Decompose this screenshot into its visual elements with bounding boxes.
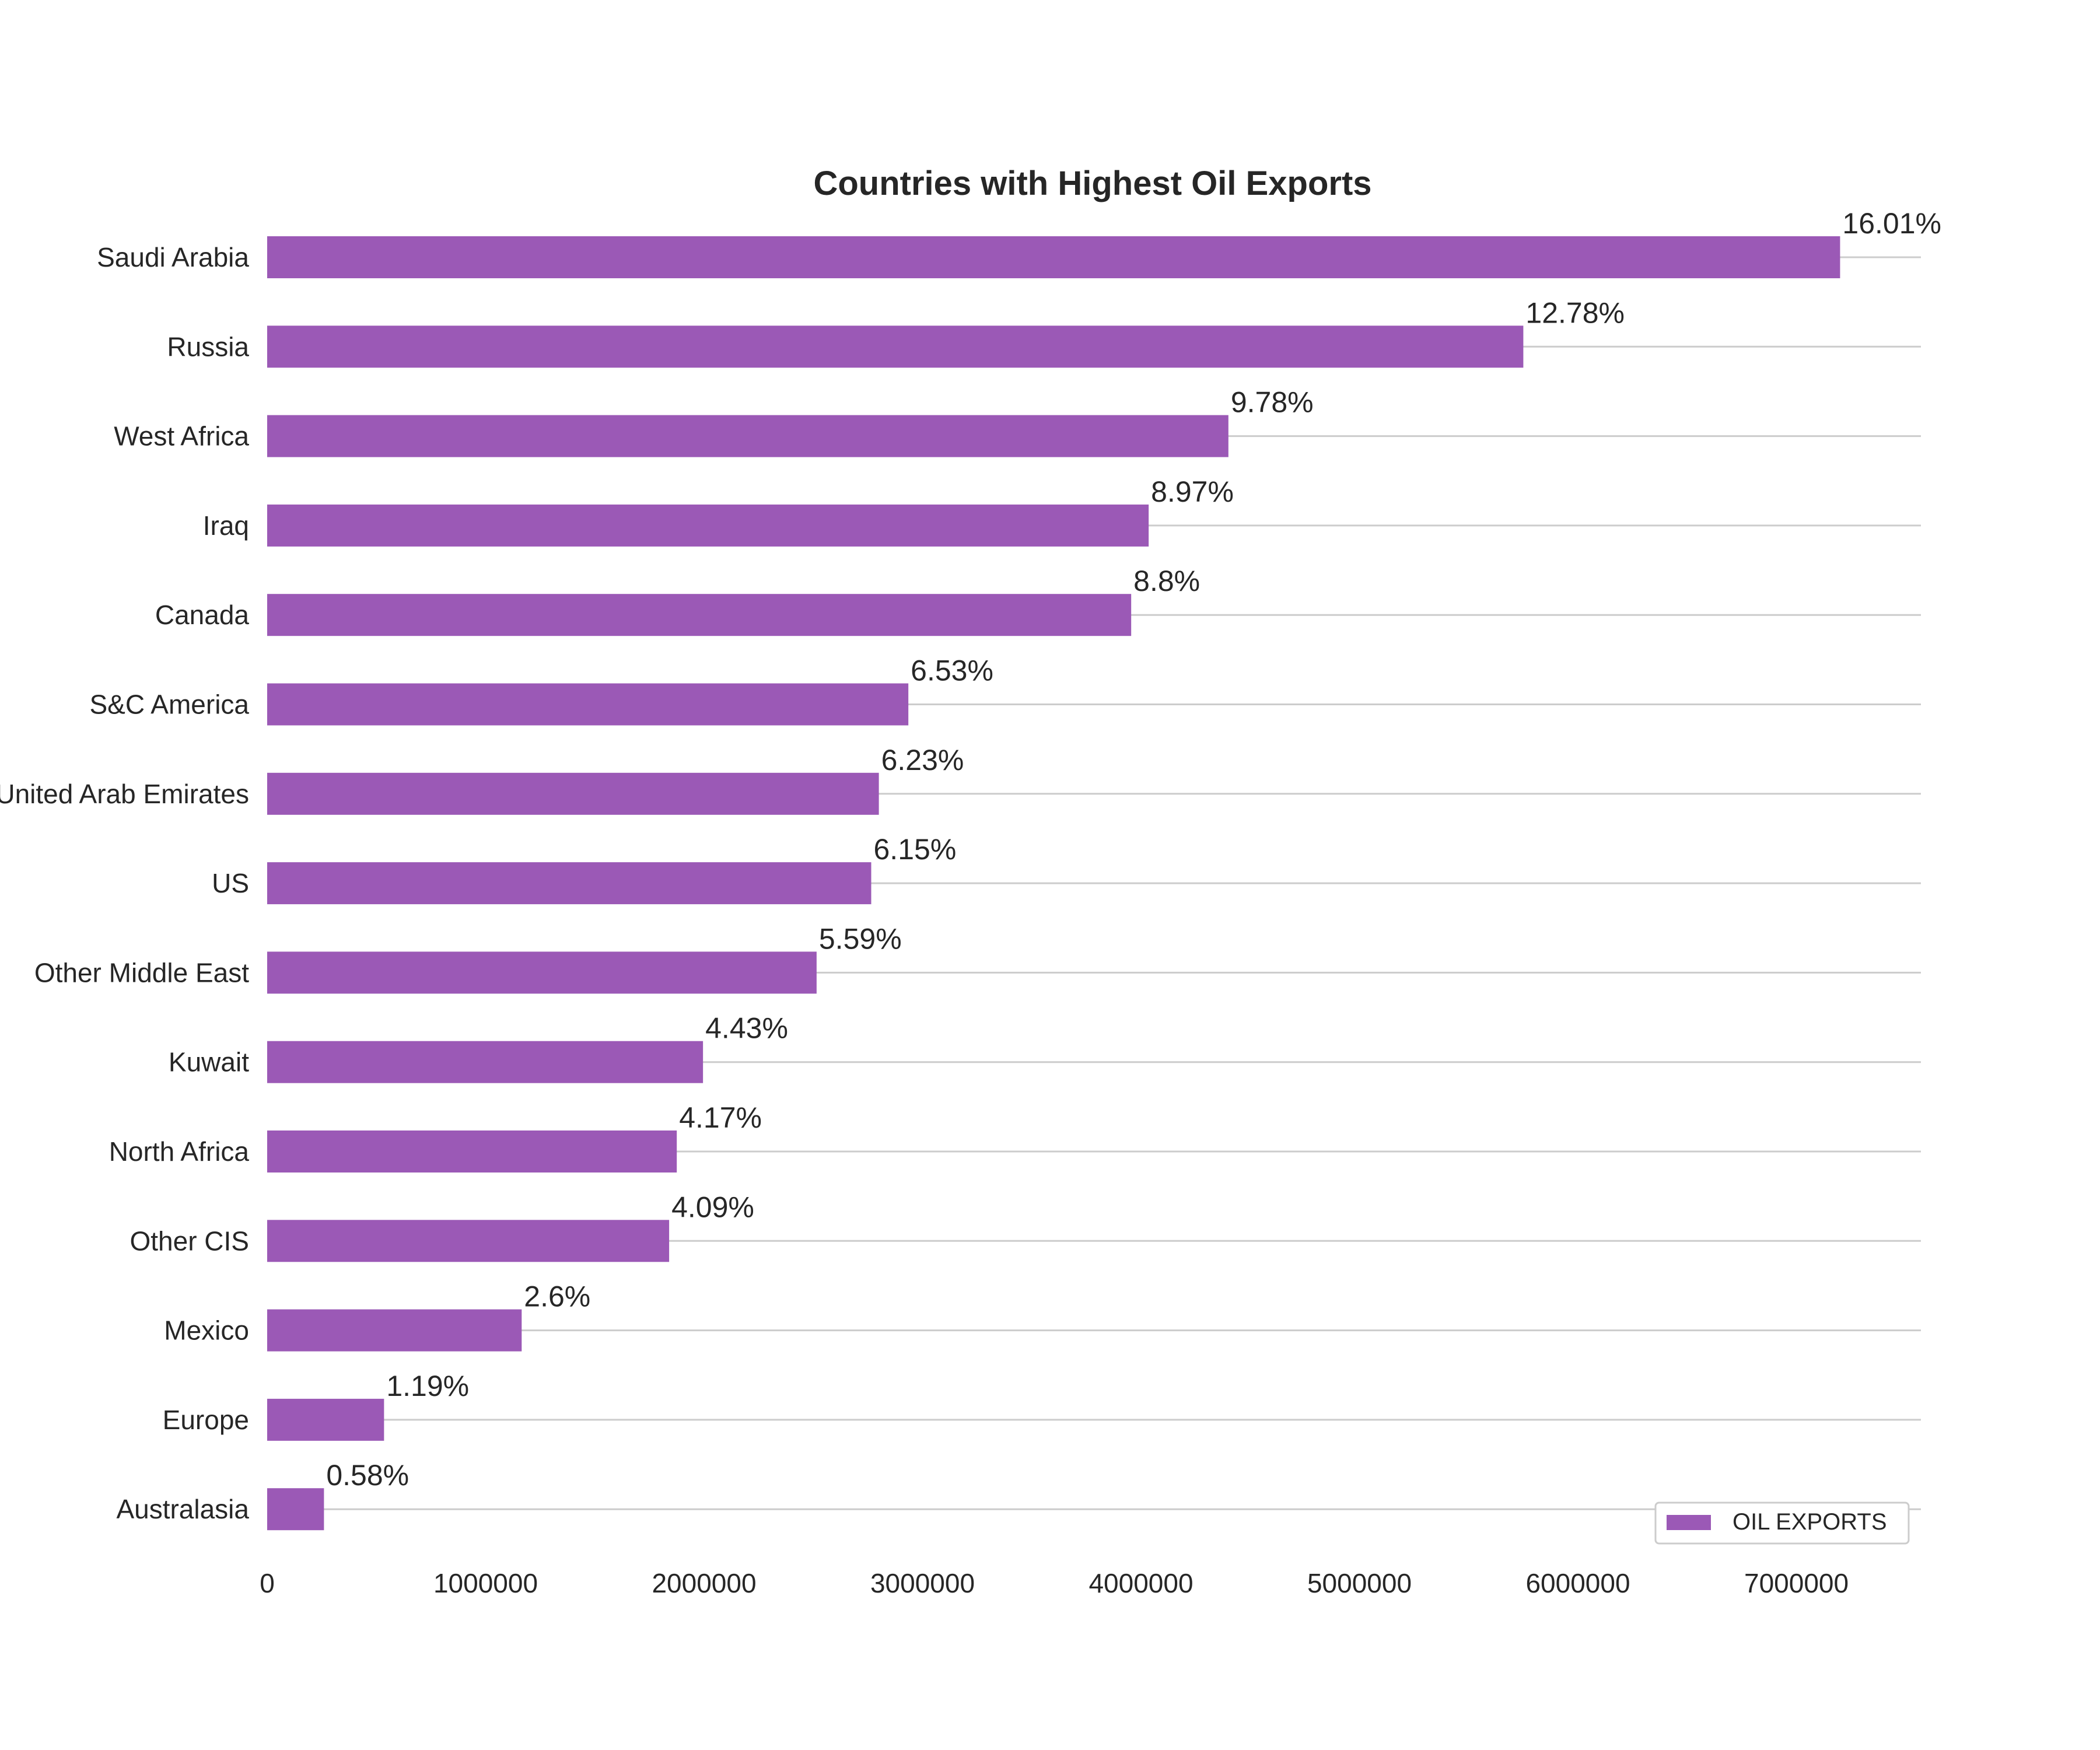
- data-label: 8.97%: [1151, 475, 1234, 508]
- bar: [267, 683, 909, 726]
- category-label: Russia: [167, 331, 249, 362]
- x-tick-label: 5000000: [1307, 1568, 1412, 1598]
- data-label: 4.43%: [705, 1012, 788, 1045]
- legend-box: [1654, 1502, 1910, 1545]
- category-label: Kuwait: [169, 1047, 249, 1077]
- bar: [267, 326, 1524, 368]
- category-label: United Arab Emirates: [0, 779, 249, 809]
- data-label: 5.59%: [819, 922, 902, 955]
- x-tick-label: 4000000: [1088, 1568, 1193, 1598]
- legend-label: OIL EXPORTS: [1732, 1509, 1887, 1535]
- category-label: North Africa: [109, 1136, 250, 1167]
- bar: [267, 862, 872, 905]
- data-label: 0.58%: [326, 1459, 409, 1492]
- x-tick-label: 0: [260, 1568, 275, 1598]
- bar: [267, 1220, 670, 1262]
- category-label: Iraq: [203, 510, 249, 541]
- data-label: 12.78%: [1525, 296, 1625, 329]
- category-label: Other Middle East: [34, 957, 249, 988]
- category-label: Other CIS: [130, 1226, 249, 1256]
- bar: [267, 1398, 384, 1441]
- data-label: 16.01%: [1842, 207, 1941, 240]
- data-label: 4.17%: [679, 1101, 762, 1134]
- category-label: Saudi Arabia: [97, 242, 249, 272]
- data-label: 2.6%: [524, 1280, 590, 1313]
- x-axis-tick-labels: 0 1000000 2000000 3000000 4000000 5000000 6000…: [260, 1568, 1849, 1598]
- bar: [267, 415, 1228, 457]
- category-label: Australasia: [116, 1494, 249, 1524]
- data-label: 9.78%: [1231, 386, 1314, 419]
- category-label: Mexico: [164, 1315, 249, 1346]
- x-tick-label: 1000000: [433, 1568, 538, 1598]
- category-labels: Saudi Arabia Russia West Africa Iraq Canada S…: [0, 242, 249, 1524]
- bars: [267, 236, 1840, 1531]
- legend: OIL EXPORTS: [1654, 1502, 1910, 1545]
- data-label: 8.8%: [1133, 565, 1200, 597]
- category-label: US: [212, 868, 249, 898]
- bar: [267, 1130, 677, 1172]
- data-label: 6.53%: [911, 654, 993, 687]
- data-label: 1.19%: [386, 1370, 469, 1402]
- bar: [267, 594, 1132, 636]
- data-label: 6.23%: [881, 744, 964, 776]
- bar: [267, 1041, 704, 1083]
- bar: [267, 236, 1840, 278]
- bar: [267, 504, 1149, 547]
- data-labels: 16.01% 12.78% 9.78% 8.97% 8.8% 6.53% 6.23% 6.15…: [326, 207, 1941, 1492]
- legend-swatch: [1667, 1515, 1711, 1530]
- data-label: 6.15%: [874, 833, 957, 866]
- x-tick-label: 3000000: [870, 1568, 975, 1598]
- bar: [267, 1488, 324, 1531]
- chart-title: Countries with Highest Oil Exports: [813, 164, 1371, 202]
- data-label: 4.09%: [671, 1191, 754, 1223]
- category-label: S&C America: [89, 690, 249, 720]
- bar: [267, 951, 817, 994]
- category-label: Canada: [155, 600, 250, 630]
- x-tick-label: 2000000: [652, 1568, 756, 1598]
- category-label: West Africa: [114, 421, 249, 452]
- category-label: Europe: [163, 1405, 249, 1435]
- bar: [267, 1309, 522, 1352]
- x-tick-label: 6000000: [1525, 1568, 1630, 1598]
- bar: [267, 772, 879, 815]
- x-tick-label: 7000000: [1744, 1568, 1849, 1598]
